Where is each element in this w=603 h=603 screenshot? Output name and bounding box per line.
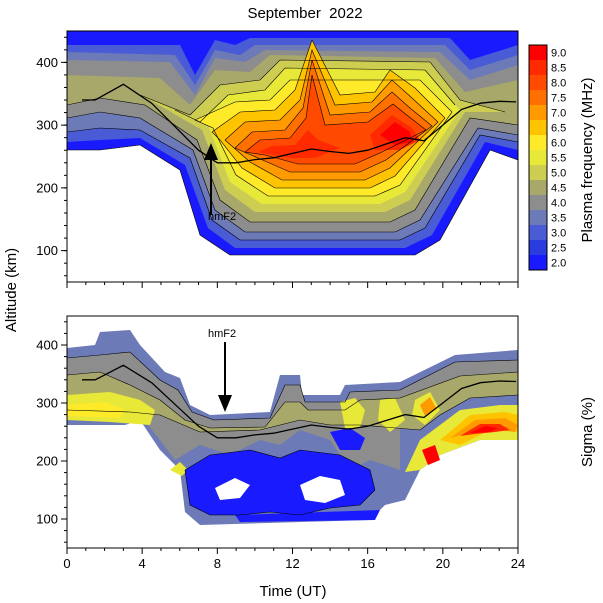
- colorbar-swatch: [529, 165, 547, 180]
- axis-ticks: 100 200 300 400 100 200 300 400 0 4 8 12 16 20 24: [36, 36, 525, 571]
- x-tick-label: 8: [214, 556, 221, 571]
- y-tick-label: 300: [36, 396, 58, 411]
- colorbar-swatch: [529, 60, 547, 75]
- y-tick-label: 200: [36, 454, 58, 469]
- colorbar-swatch: [529, 45, 547, 60]
- colorbar-level-label: 6.5: [551, 123, 566, 135]
- colorbar-level-label: 4.0: [551, 198, 566, 210]
- hmf2-arrowhead-top: [204, 143, 218, 160]
- x-tick-label: 0: [63, 556, 70, 571]
- colorbar-level-label: 9.0: [551, 48, 566, 60]
- x-tick-label: 16: [360, 556, 374, 571]
- colorbar-level-label: 7.5: [551, 93, 566, 105]
- colorbar-swatch: [529, 105, 547, 120]
- colorbar-swatch: [529, 240, 547, 255]
- x-tick-label: 4: [139, 556, 146, 571]
- y-tick-label: 200: [36, 180, 58, 195]
- x-tick-label: 24: [511, 556, 525, 571]
- y-tick-label: 300: [36, 118, 58, 133]
- bottom-contour-plot: [67, 330, 518, 525]
- colorbar-level-label: 7.0: [551, 108, 566, 120]
- hmf2-line-top: [82, 83, 517, 164]
- colorbar-label: Plasma frequency (MHz): [579, 77, 596, 242]
- hmf2-line-bottom: [82, 364, 517, 439]
- colorbar-level-label: 2.0: [551, 258, 566, 270]
- hmf2-label-bottom: hmF2: [208, 328, 236, 340]
- x-tick-label: 20: [436, 556, 450, 571]
- hmf2-label-top: hmF2: [208, 211, 236, 223]
- y-tick-label: 400: [36, 338, 58, 353]
- colorbar-level-label: 6.0: [551, 138, 566, 150]
- colorbar-level-label: 2.5: [551, 243, 566, 255]
- colorbar-swatch: [529, 90, 547, 105]
- colorbar: 2.0 2.5 3.0 3.5 4.0 4.5 5.0 5.5 6.0 6.5 7.0 7.5 8.0 8…: [528, 44, 566, 271]
- colorbar-swatch: [529, 135, 547, 150]
- chart-title: September 2022: [247, 5, 362, 22]
- colorbar-swatch: [529, 210, 547, 225]
- top-contour-plot: [67, 31, 518, 256]
- y-tick-label: 100: [36, 512, 58, 527]
- colorbar-swatch: [529, 255, 547, 270]
- colorbar-level-label: 8.0: [551, 78, 566, 90]
- colorbar-swatch: [529, 195, 547, 210]
- y-axis-label: Altitude (km): [3, 248, 20, 332]
- sigma-label: Sigma (%): [579, 397, 596, 467]
- x-tick-label: 12: [285, 556, 299, 571]
- colorbar-swatch: [529, 75, 547, 90]
- x-axis-label: Time (UT): [260, 583, 327, 600]
- colorbar-swatch: [529, 120, 547, 135]
- hmf2-arrowhead-bottom: [218, 395, 232, 412]
- y-tick-label: 100: [36, 243, 58, 258]
- colorbar-swatch: [529, 225, 547, 240]
- colorbar-level-label: 5.0: [551, 168, 566, 180]
- colorbar-level-label: 4.5: [551, 183, 566, 195]
- colorbar-swatch: [529, 180, 547, 195]
- colorbar-level-label: 3.5: [551, 213, 566, 225]
- colorbar-frame: [528, 44, 548, 271]
- colorbar-level-label: 5.5: [551, 153, 566, 165]
- y-tick-label: 400: [36, 55, 58, 70]
- colorbar-level-label: 8.5: [551, 63, 566, 75]
- colorbar-swatch: [529, 150, 547, 165]
- colorbar-level-label: 3.0: [551, 228, 566, 240]
